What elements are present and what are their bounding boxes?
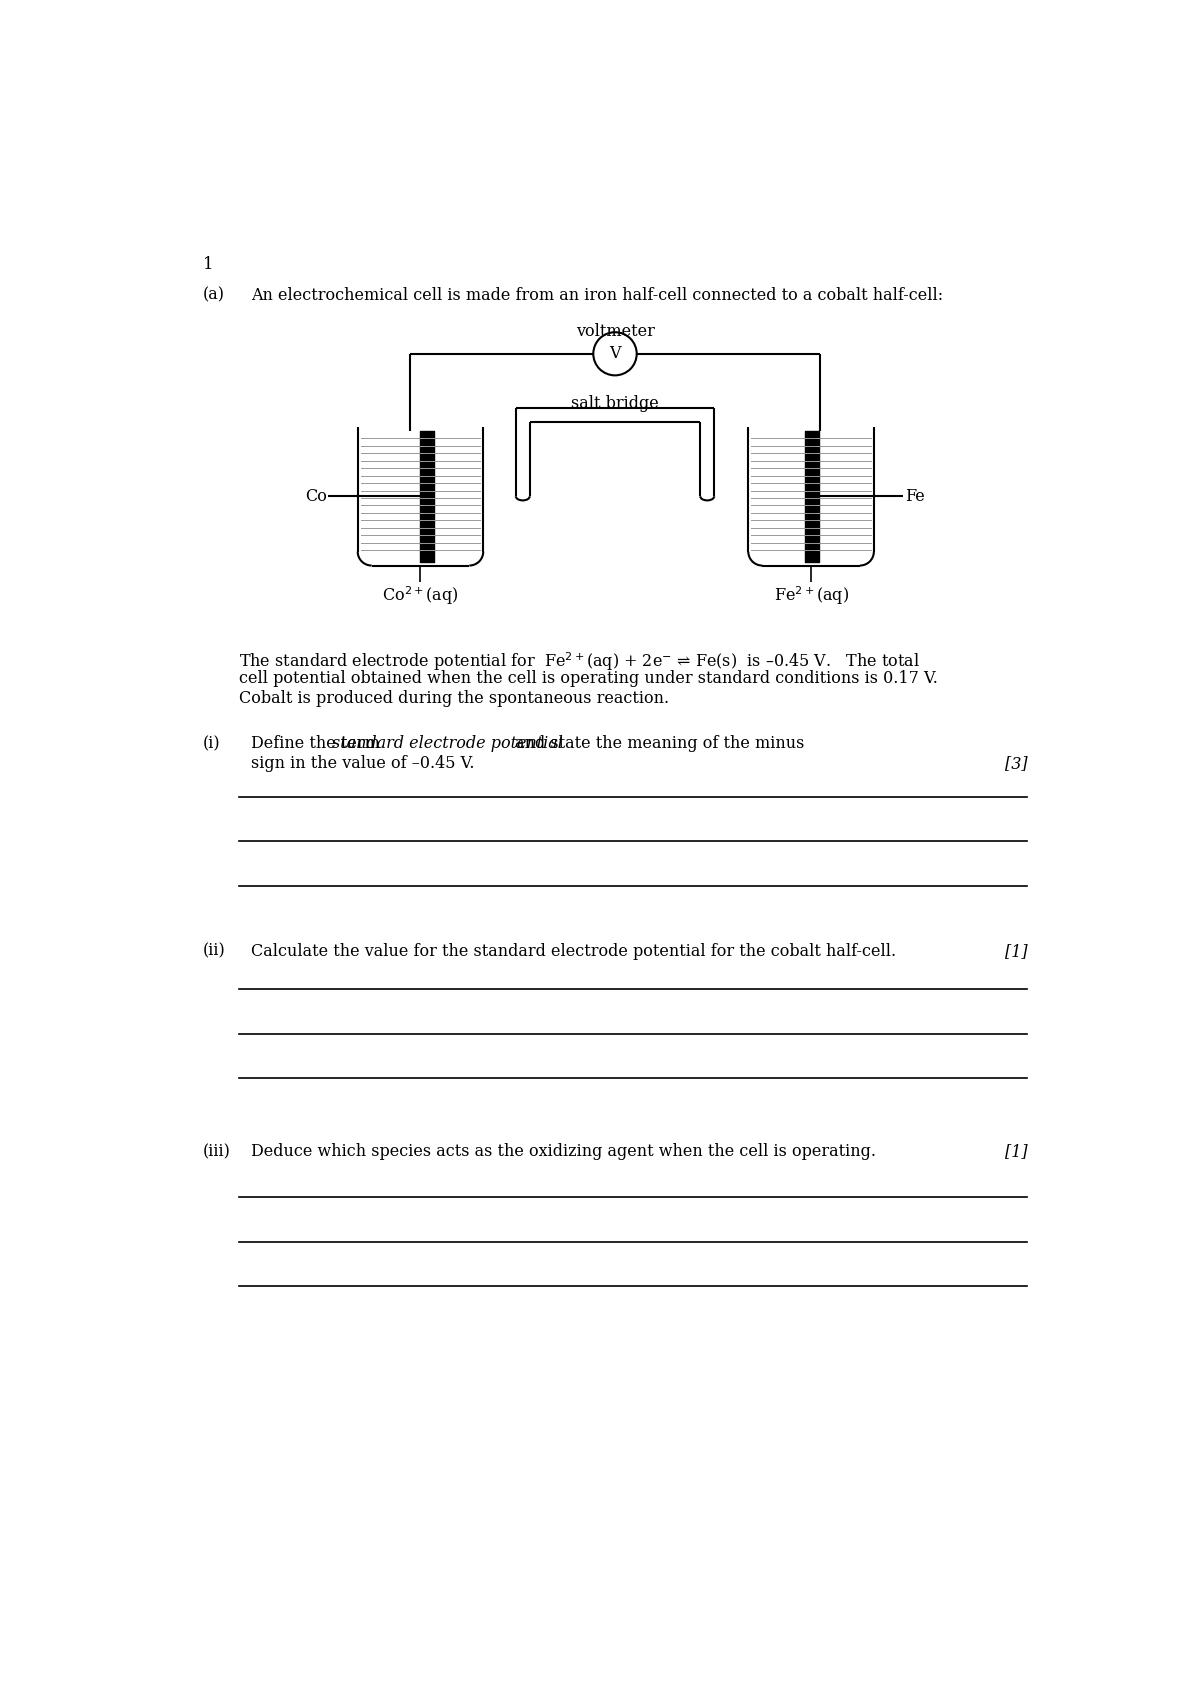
Text: standard electrode potential: standard electrode potential [332,735,563,752]
Text: Fe: Fe [905,487,925,504]
Text: Deduce which species acts as the oxidizing agent when the cell is operating.: Deduce which species acts as the oxidizi… [251,1144,876,1161]
Text: and state the meaning of the minus: and state the meaning of the minus [510,735,805,752]
Text: Co: Co [305,487,326,504]
Text: 1: 1 [203,256,214,273]
Text: [3]: [3] [1004,755,1027,772]
Text: (ii): (ii) [203,944,226,961]
Text: cell potential obtained when the cell is operating under standard conditions is : cell potential obtained when the cell is… [239,670,938,687]
Text: (a): (a) [203,287,224,304]
Text: (i): (i) [203,735,221,752]
Text: The standard electrode potential for  Fe$^{2+}$(aq) + 2e$^{-}$ ⇌ Fe(s)  is –0.45: The standard electrode potential for Fe$… [239,650,920,674]
Text: (iii): (iii) [203,1144,230,1161]
Text: sign in the value of –0.45 V.: sign in the value of –0.45 V. [251,755,474,772]
Text: An electrochemical cell is made from an iron half-cell connected to a cobalt hal: An electrochemical cell is made from an … [251,287,943,304]
Text: voltmeter: voltmeter [576,322,654,339]
Text: Co$^{2+}$(aq): Co$^{2+}$(aq) [383,585,458,608]
Text: Calculate the value for the standard electrode potential for the cobalt half-cel: Calculate the value for the standard ele… [251,944,896,961]
Text: Define the term: Define the term [251,735,385,752]
Text: V: V [610,344,620,361]
Text: salt bridge: salt bridge [571,395,659,412]
Text: Fe$^{2+}$(aq): Fe$^{2+}$(aq) [774,585,848,608]
Text: [1]: [1] [1004,1144,1027,1161]
Text: [1]: [1] [1004,944,1027,961]
Text: Cobalt is produced during the spontaneous reaction.: Cobalt is produced during the spontaneou… [239,691,670,708]
